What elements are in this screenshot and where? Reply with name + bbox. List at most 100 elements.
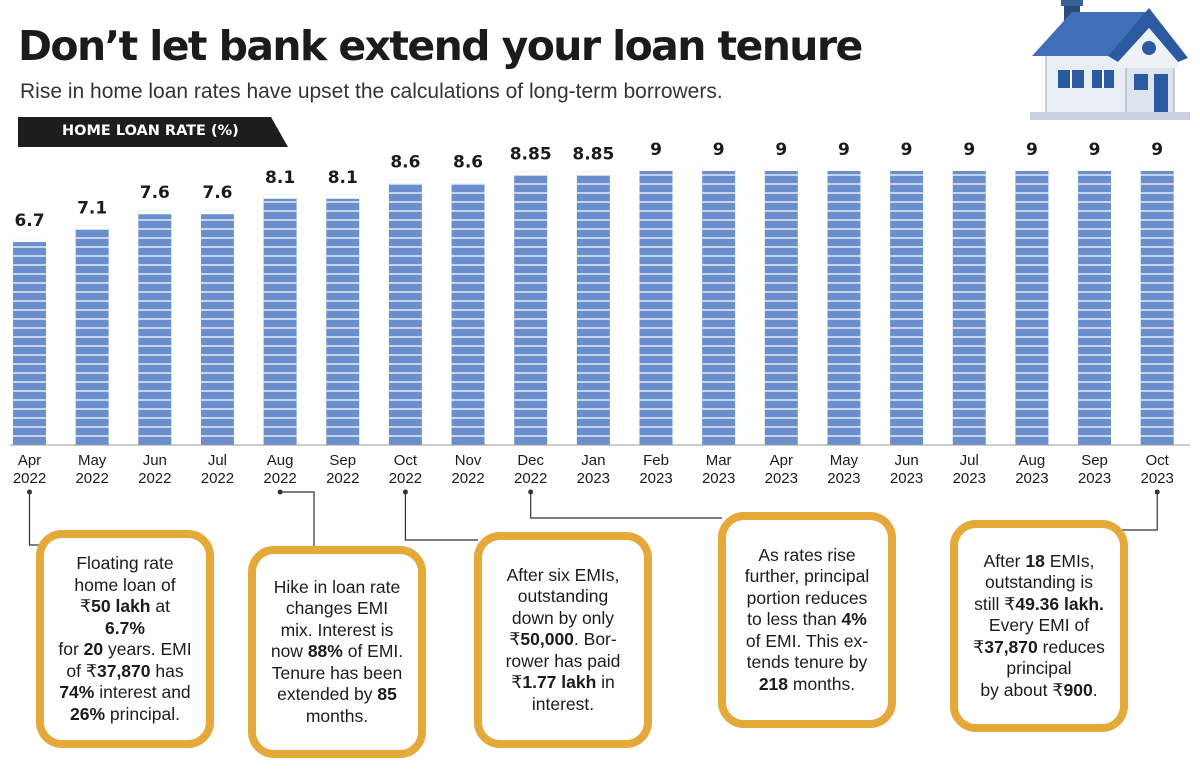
tick-label-month: Apr	[18, 452, 41, 469]
data-label: 9	[1089, 140, 1101, 160]
chart-title: Don’t let bank extend your loan tenure	[18, 22, 863, 70]
tick-label-month: Jun	[895, 452, 919, 469]
leader-line	[28, 492, 40, 546]
bar	[639, 167, 673, 445]
annotation-box: After six EMIs, outstanding down by only ₹5…	[474, 532, 652, 748]
bar-cap	[13, 238, 46, 243]
tick-label-year: 2022	[263, 470, 296, 487]
bar-cap	[200, 210, 234, 215]
annotation-text: After 18 EMIs, outstanding is still ₹49.36…	[973, 550, 1105, 700]
tick-label-month: Jun	[143, 452, 167, 469]
tick-label-month: Aug	[1019, 452, 1046, 469]
tick-label-year: 2022	[514, 470, 547, 487]
annotation-text: Floating rate home loan of ₹50 lakh at 6.7…	[58, 553, 192, 724]
leader-line	[280, 491, 315, 552]
bar	[827, 167, 861, 445]
bar-cap	[75, 225, 109, 230]
bar	[514, 171, 548, 445]
bar	[388, 179, 422, 445]
tick-label-month: Sep	[1081, 452, 1108, 469]
tick-label-month: Dec	[517, 452, 544, 469]
bar	[890, 167, 924, 445]
bar	[1015, 167, 1049, 445]
tick-label-year: 2023	[1078, 470, 1111, 487]
tick-label-year: 2023	[765, 470, 798, 487]
tick-label-year: 2023	[827, 470, 860, 487]
bar-cap	[952, 167, 986, 171]
series-label: HOME LOAN RATE (%)	[62, 123, 239, 139]
data-label: 9	[838, 140, 850, 160]
bar-cap	[1015, 167, 1049, 171]
bar-cap	[576, 171, 610, 176]
tick-label-month: Jul	[960, 452, 979, 469]
bar-cap	[138, 210, 172, 215]
data-label: 7.6	[202, 183, 232, 203]
bar-cap	[1078, 167, 1112, 171]
chart-subtitle: Rise in home loan rates have upset the c…	[20, 80, 723, 103]
tick-label-year: 2023	[639, 470, 672, 487]
bar	[13, 238, 46, 445]
bar	[75, 225, 109, 445]
data-label: 8.6	[390, 152, 420, 172]
bar-cap	[263, 194, 297, 199]
tick-label-year: 2023	[702, 470, 735, 487]
bar-cap	[639, 167, 673, 171]
data-label: 9	[775, 140, 787, 160]
data-label: 8.85	[510, 145, 552, 165]
tick-label-year: 2022	[13, 470, 46, 487]
tick-label-month: Mar	[706, 452, 732, 469]
annotation-text: As rates rise further, principal portion r…	[744, 544, 870, 694]
annotation-box: After 18 EMIs, outstanding is still ₹49.36…	[950, 520, 1128, 732]
data-label: 9	[963, 140, 975, 160]
bar-cap	[827, 167, 861, 171]
bar	[702, 167, 736, 445]
data-label: 9	[650, 140, 662, 160]
data-label: 9	[901, 140, 913, 160]
bar	[576, 171, 610, 445]
tick-label-month: Jul	[208, 452, 227, 469]
tick-label-year: 2023	[953, 470, 986, 487]
data-label: 9	[1151, 140, 1163, 160]
data-label: 8.1	[328, 168, 358, 188]
tick-label-year: 2022	[201, 470, 234, 487]
annotation-box: Hike in loan rate changes EMI mix. Interes…	[248, 546, 426, 758]
leader-line	[404, 492, 478, 541]
bar	[1140, 167, 1174, 445]
tick-label-month: Aug	[267, 452, 294, 469]
tick-label-year: 2023	[577, 470, 610, 487]
tick-label-year: 2022	[451, 470, 484, 487]
data-label: 7.6	[140, 183, 170, 203]
tick-label-year: 2022	[389, 470, 422, 487]
bar-cap	[890, 167, 924, 171]
bar-cap	[451, 179, 485, 184]
tick-label-month: Nov	[455, 452, 482, 469]
bar	[326, 194, 360, 445]
tick-label-year: 2023	[890, 470, 923, 487]
data-label: 8.1	[265, 168, 295, 188]
tick-label-month: May	[830, 452, 859, 469]
tick-label-month: Oct	[1146, 452, 1170, 469]
annotation-box: Floating rate home loan of ₹50 lakh at 6.7…	[36, 530, 214, 748]
tick-label-month: May	[78, 452, 107, 469]
leader-line	[530, 492, 722, 519]
bar	[263, 194, 297, 445]
tick-label-year: 2023	[1015, 470, 1048, 487]
bar	[764, 167, 798, 445]
tick-label-month: Jan	[581, 452, 605, 469]
bar-cap	[514, 171, 548, 176]
tick-label-year: 2023	[1141, 470, 1174, 487]
bar-cap	[1140, 167, 1174, 171]
bar-cap	[702, 167, 736, 171]
series-label-tag: HOME LOAN RATE (%)	[18, 117, 288, 147]
data-label: 7.1	[77, 199, 107, 219]
tick-label-month: Oct	[394, 452, 418, 469]
tag-banner-shape	[18, 117, 288, 147]
tick-label-year: 2022	[138, 470, 171, 487]
bar-cap	[764, 167, 798, 171]
data-label: 9	[1026, 140, 1038, 160]
bar	[1078, 167, 1112, 445]
tick-label-month: Feb	[643, 452, 669, 469]
data-label: 8.85	[572, 145, 614, 165]
bar	[451, 179, 485, 445]
